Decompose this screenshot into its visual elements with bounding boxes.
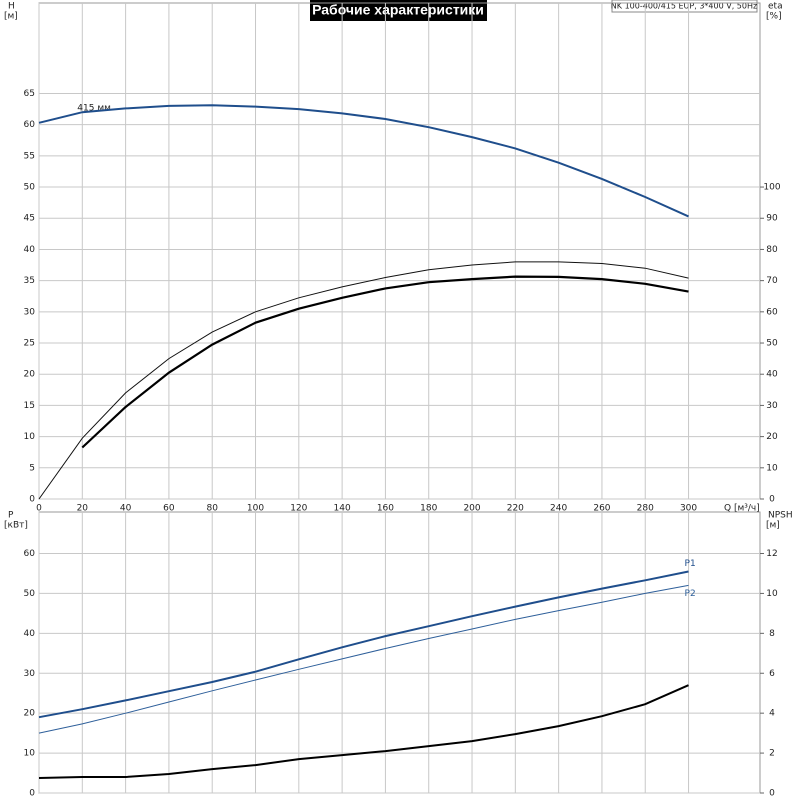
- y-axis-unit: [кВт]: [4, 521, 28, 531]
- y-tick-label: 10: [24, 432, 36, 442]
- y2-tick-label: 50: [766, 339, 778, 349]
- y2-axis-label: eta: [768, 2, 783, 12]
- y2-tick-label: 80: [766, 245, 778, 255]
- y-axis-label: P: [8, 511, 14, 521]
- plot-area: [38, 2, 761, 500]
- y-tick-label: 20: [24, 709, 36, 719]
- y2-tick-label: 8: [769, 629, 775, 639]
- pump-label: NK 100-400/415 EUP, 3*400 V, 50Hz: [611, 2, 757, 11]
- y-tick-label: 35: [24, 276, 35, 286]
- x-tick-label: 0: [36, 504, 42, 514]
- y-axis-label: H: [8, 2, 15, 12]
- y-tick-label: 65: [24, 89, 35, 99]
- y2-tick-label: 30: [766, 401, 778, 411]
- y2-tick-label: 0: [769, 789, 775, 799]
- series-label: P2: [685, 589, 696, 599]
- y2-tick-label: 10: [766, 463, 778, 473]
- y-axis-unit: [м]: [4, 12, 18, 22]
- x-tick-label: 200: [463, 504, 480, 514]
- y-tick-label: 10: [24, 749, 36, 759]
- y2-axis-unit: [м]: [766, 521, 780, 531]
- y-tick-label: 45: [24, 214, 35, 224]
- y-tick-label: 55: [24, 151, 35, 161]
- x-tick-label: 40: [120, 504, 132, 514]
- y-tick-label: 60: [24, 120, 36, 130]
- y2-axis-unit: [%]: [766, 12, 782, 22]
- y-tick-label: 40: [24, 245, 36, 255]
- y-tick-label: 50: [24, 183, 36, 193]
- y-tick-label: 0: [29, 789, 35, 799]
- y2-tick-label: 90: [766, 214, 778, 224]
- y2-tick-label: 2: [769, 749, 775, 759]
- x-tick-label: 240: [550, 504, 567, 514]
- y-tick-label: 25: [24, 339, 35, 349]
- curve: [81, 275, 689, 449]
- plot-area: [38, 511, 761, 794]
- y2-tick-label: 20: [766, 432, 778, 442]
- curve: [38, 261, 689, 500]
- y2-tick-label: 100: [763, 183, 780, 193]
- x-tick-label: 180: [420, 504, 437, 514]
- x-tick-label: 260: [593, 504, 610, 514]
- y-tick-label: 30: [24, 669, 36, 679]
- x-tick-label: 60: [163, 504, 175, 514]
- chart-title: Рабочие характеристики: [312, 2, 484, 18]
- y-tick-label: 0: [29, 495, 35, 505]
- x-tick-label: 120: [290, 504, 307, 514]
- y2-tick-label: 12: [766, 549, 777, 559]
- y-tick-label: 30: [24, 307, 36, 317]
- y-tick-label: 20: [24, 370, 36, 380]
- curve: [38, 104, 689, 218]
- y-tick-label: 60: [24, 549, 36, 559]
- curve: [38, 684, 689, 779]
- x-axis-label: Q [м³/ч]: [724, 504, 760, 514]
- series-label: P1: [685, 559, 696, 569]
- y2-tick-label: 4: [769, 709, 775, 719]
- title-box: [310, 0, 487, 21]
- x-tick-label: 80: [206, 504, 218, 514]
- x-tick-label: 20: [77, 504, 89, 514]
- x-tick-label: 160: [377, 504, 394, 514]
- y-tick-label: 5: [29, 463, 35, 473]
- y-tick-label: 15: [24, 401, 35, 411]
- y2-tick-label: 0: [769, 495, 775, 505]
- y2-tick-label: 40: [766, 370, 778, 380]
- y2-tick-label: 6: [769, 669, 775, 679]
- x-tick-label: 100: [247, 504, 264, 514]
- annotation: 415 мм: [77, 104, 111, 114]
- y2-tick-label: 10: [766, 589, 778, 599]
- y2-tick-label: 70: [766, 276, 778, 286]
- curve: [38, 570, 689, 719]
- x-tick-label: 280: [637, 504, 654, 514]
- curve: [38, 584, 689, 734]
- y-tick-label: 50: [24, 589, 36, 599]
- y2-tick-label: 60: [766, 307, 778, 317]
- x-tick-label: 140: [334, 504, 351, 514]
- x-tick-label: 300: [680, 504, 697, 514]
- y2-axis-label: NPSH: [768, 511, 793, 521]
- x-tick-label: 220: [507, 504, 524, 514]
- y-tick-label: 40: [24, 629, 36, 639]
